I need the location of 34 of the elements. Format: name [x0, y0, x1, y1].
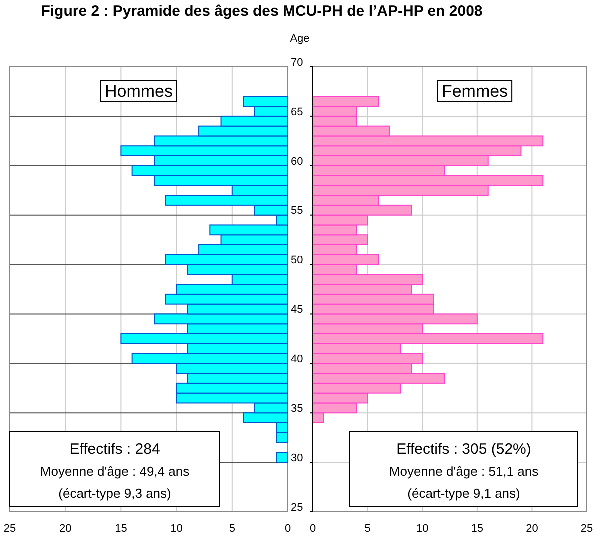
x-tick-label: 20 [526, 522, 538, 535]
y-tick-label: 30 [291, 452, 304, 464]
y-tick-label: 50 [291, 254, 304, 267]
annotation: (écart-type 9,3 ans) [58, 486, 172, 501]
x-tick-label: 15 [471, 522, 484, 535]
y-tick-label: 70 [291, 56, 304, 69]
note-box: Effectifs : 284 Moyenne d'âge : 49,4 ans (écart-type 9,3 ans) [10, 432, 220, 508]
x-tick-label: 15 [115, 522, 128, 535]
x-tick-label: 25 [4, 522, 16, 535]
x-tick-label: 10 [416, 522, 429, 535]
y-tick-label: 45 [291, 304, 304, 316]
annotation: Effectifs : 305 (52%) [396, 441, 532, 458]
chart-title: Figure 2 : Pyramide des âges des MCU-PH de l’AP-HP en 2008 [41, 3, 483, 20]
x-tick-label: 20 [59, 522, 72, 535]
x-tick-label: 25 [580, 522, 594, 535]
x-tick-label: 0 [284, 522, 292, 535]
annotation: (écart-type 9,1 ans) [408, 486, 520, 501]
note-box: Effectifs : 305 (52%) Moyenne d'âge : 51,1 ans (écart-type 9,1 ans) [350, 432, 578, 508]
text: Femmes [442, 82, 508, 101]
y-axis-title: Age [290, 33, 310, 45]
annotation: Effectifs : 284 [70, 441, 160, 458]
annotation: Moyenne d'âge : 49,4 ans [40, 464, 190, 479]
text: Hommes [104, 82, 174, 101]
y-tick-label: 40 [291, 354, 304, 366]
x-tick-label: 5 [364, 522, 371, 535]
x-tick-label: 0 [310, 522, 316, 535]
y-tick-label: 35 [291, 403, 304, 416]
x-tick-label: 10 [170, 522, 183, 535]
y-tick-label: 60 [291, 156, 304, 168]
y-tick-label: 25 [291, 502, 304, 514]
y-tick-label: 55 [291, 205, 304, 218]
y-tick-label: 65 [291, 106, 304, 118]
x-tick-label: 5 [229, 522, 236, 535]
annotation: Moyenne d'âge : 51,1 ans [389, 464, 540, 479]
